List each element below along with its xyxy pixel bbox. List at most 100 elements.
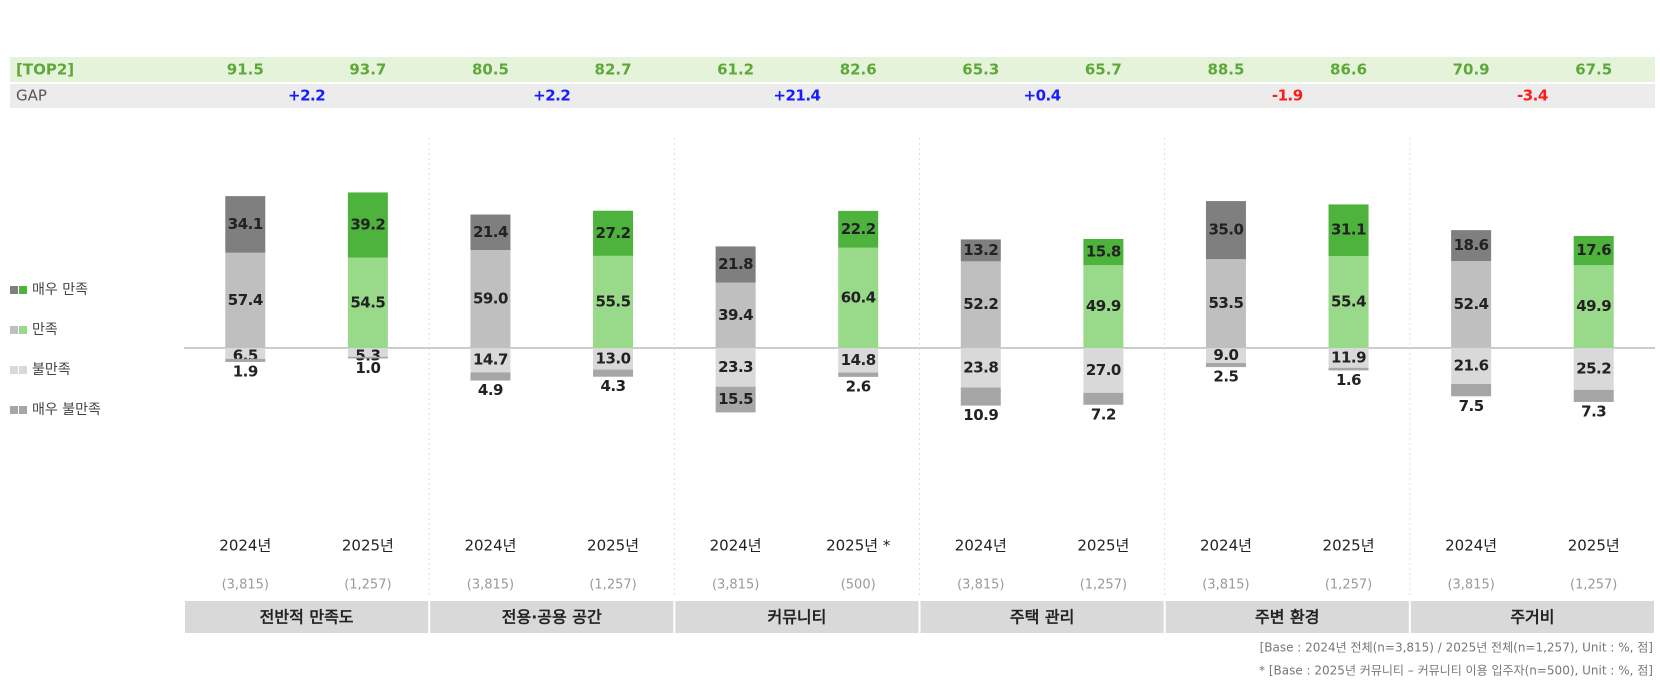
bar-segment (1328, 256, 1369, 348)
bar-segment (960, 239, 1001, 262)
value-label: 7.2 (1091, 405, 1116, 423)
x-tick-label: 2025년 (587, 537, 639, 555)
x-tick-label: 2025년 (342, 537, 394, 555)
value-label: 54.5 (350, 293, 385, 311)
bar-segment (347, 356, 388, 359)
value-label: 1.9 (233, 362, 258, 380)
bar-segment (1328, 348, 1369, 368)
group-label-bg (430, 601, 674, 633)
x-tick-label: 2024년 (1200, 537, 1252, 555)
value-label: 7.5 (1459, 397, 1484, 415)
bar-segment (960, 261, 1001, 348)
x-tick-label: 2024년 (464, 537, 516, 555)
sample-size: (3,815) (467, 578, 514, 593)
legend-swatch (10, 286, 18, 294)
sample-size: (3,815) (1447, 578, 1494, 593)
value-label: 1.0 (355, 359, 380, 377)
bar-segment (225, 196, 266, 253)
bar-segment (1205, 259, 1246, 348)
bar-segment (1573, 389, 1614, 402)
value-label: 1.6 (1336, 371, 1361, 389)
top2-value: 80.5 (472, 61, 509, 79)
gap-value: +21.4 (773, 87, 820, 105)
legend-swatch (19, 366, 27, 374)
bar-segment (715, 246, 756, 283)
top2-row (10, 57, 1655, 82)
value-label: 22.2 (841, 220, 876, 238)
bar-segment (715, 348, 756, 387)
bar-segment (715, 386, 756, 413)
bar-segment (838, 348, 879, 373)
value-label: 55.4 (1331, 293, 1366, 311)
legend-swatch (10, 406, 18, 414)
sample-size: (1,257) (1325, 578, 1372, 593)
value-label: 21.8 (718, 255, 753, 273)
sample-size: (1,257) (344, 578, 391, 593)
group-label-bg (675, 601, 919, 633)
value-label: 15.5 (718, 390, 753, 408)
x-tick-label: 2024년 (219, 537, 271, 555)
value-label: 59.0 (473, 290, 508, 308)
legend-swatch (10, 366, 18, 374)
group-label-bg (1165, 601, 1409, 633)
bar-segment (470, 214, 511, 251)
top2-value: 86.6 (1330, 61, 1367, 79)
group-label: 전용·공용 공간 (502, 608, 602, 627)
value-label: 23.3 (718, 358, 753, 376)
legend-label: 매우 불만족 (32, 402, 101, 418)
bar-segment (470, 250, 511, 348)
sample-size: (3,815) (1202, 578, 1249, 593)
sample-size: (3,815) (957, 578, 1004, 593)
value-label: 57.4 (228, 291, 263, 309)
bar-segment (1083, 238, 1124, 266)
value-label: 15.8 (1086, 243, 1121, 261)
top2-value: 65.7 (1085, 61, 1122, 79)
bar-segment (1083, 392, 1124, 405)
x-tick-label: 2025년 (1077, 537, 1129, 555)
top2-value: 70.9 (1453, 61, 1490, 79)
bar-segment (1451, 230, 1492, 262)
note: [Base : 2024년 전체(n=3,815) / 2025년 전체(n=1… (1260, 641, 1653, 655)
value-label: 27.2 (596, 224, 631, 242)
gap-value: +2.2 (533, 87, 570, 105)
top2-value: 93.7 (349, 61, 386, 79)
value-label: 13.0 (596, 349, 631, 367)
value-label: 31.1 (1331, 221, 1366, 239)
bar-segment (1451, 383, 1492, 397)
x-tick-label: 2024년 (1445, 537, 1497, 555)
bar-segment (960, 387, 1001, 406)
bar-segment (838, 372, 879, 377)
value-label: 49.9 (1086, 297, 1121, 315)
value-label: 7.3 (1581, 402, 1606, 420)
top2-label: [TOP2] (16, 61, 74, 79)
legend-swatch (10, 326, 18, 334)
bar-segment (593, 369, 634, 377)
legend-swatch (19, 326, 27, 334)
value-label: 55.5 (596, 292, 631, 310)
value-label: 39.2 (350, 215, 385, 233)
bar-segment (1328, 367, 1369, 371)
legend-swatch (19, 406, 27, 414)
bar-segment (347, 192, 388, 258)
top2-value: 88.5 (1207, 61, 1244, 79)
value-label: 2.6 (846, 377, 871, 395)
legend-label: 만족 (32, 322, 58, 338)
top2-value: 61.2 (717, 61, 754, 79)
bar-segment (1451, 261, 1492, 348)
bar-segment (225, 348, 266, 359)
x-tick-label: 2025년 (1568, 537, 1620, 555)
bar-segment (838, 210, 879, 248)
sample-size: (1,257) (589, 578, 636, 593)
bar-segment (225, 252, 266, 348)
bar-segment (593, 348, 634, 370)
bar-segment (470, 372, 511, 381)
sample-size: (3,815) (222, 578, 269, 593)
value-label: 60.4 (841, 288, 876, 306)
value-label: 18.6 (1454, 236, 1489, 254)
top2-value: 82.7 (595, 61, 632, 79)
bar-segment (225, 358, 266, 362)
bar-segment (1083, 265, 1124, 348)
value-label: 35.0 (1208, 221, 1243, 239)
group-label-bg (920, 601, 1164, 633)
